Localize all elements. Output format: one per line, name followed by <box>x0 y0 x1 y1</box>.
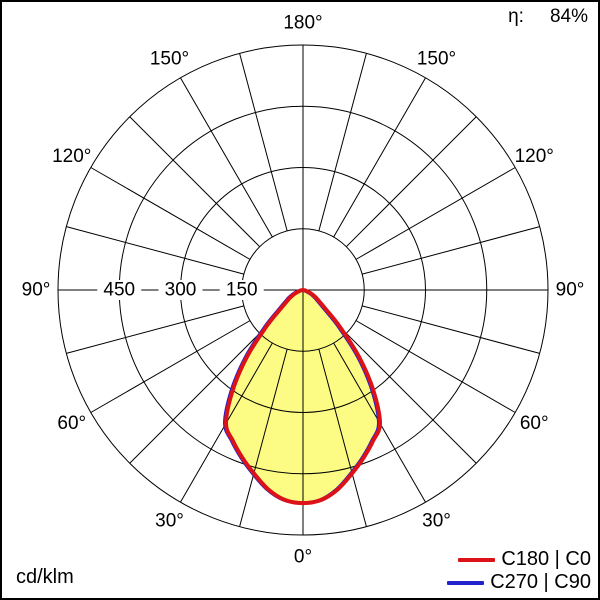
svg-text:0°: 0° <box>294 547 312 568</box>
efficiency-value: 84% <box>549 6 588 27</box>
legend-item-c90-c270: C270 | C90 <box>447 571 591 593</box>
svg-text:150°: 150° <box>150 48 189 69</box>
svg-text:300: 300 <box>165 280 197 301</box>
svg-text:30°: 30° <box>422 511 451 532</box>
unit-label: cd/klm <box>16 566 74 588</box>
legend-line-blue-icon <box>447 580 485 585</box>
legend-line-red-icon <box>458 557 496 562</box>
svg-text:60°: 60° <box>57 413 86 434</box>
legend: C180 | C0 C270 | C90 <box>447 548 591 593</box>
svg-text:30°: 30° <box>155 511 184 532</box>
efficiency-label: η: <box>508 6 524 27</box>
efficiency-readout: η: 84% <box>508 6 588 28</box>
svg-text:150: 150 <box>226 280 258 301</box>
legend-label-c90-c270: C270 | C90 <box>490 571 591 593</box>
svg-text:450: 450 <box>103 280 135 301</box>
svg-text:120°: 120° <box>52 146 91 167</box>
svg-text:180°: 180° <box>283 13 322 34</box>
svg-text:90°: 90° <box>556 280 585 301</box>
svg-text:120°: 120° <box>515 146 554 167</box>
svg-text:150°: 150° <box>417 48 456 69</box>
legend-item-c0-c180: C180 | C0 <box>447 548 591 570</box>
svg-text:90°: 90° <box>22 280 51 301</box>
svg-text:60°: 60° <box>520 413 549 434</box>
legend-label-c0-c180: C180 | C0 <box>501 548 591 570</box>
